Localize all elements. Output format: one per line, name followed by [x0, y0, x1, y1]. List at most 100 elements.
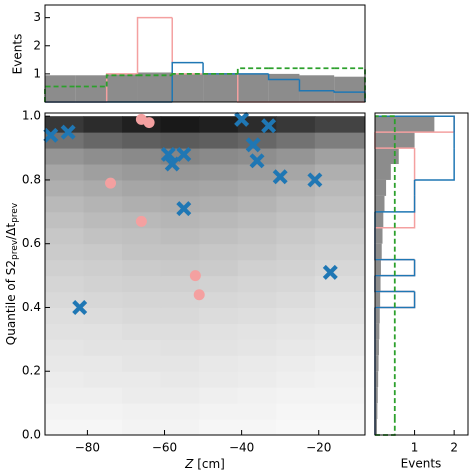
- heatmap-cell: [237, 164, 277, 181]
- hist-bar: [375, 419, 377, 435]
- hist-bar: [375, 403, 378, 420]
- heatmap-cell: [237, 243, 277, 261]
- heatmap-cell: [276, 291, 316, 308]
- heatmap-cell: [276, 259, 316, 277]
- heatmap-cell: [199, 132, 239, 149]
- hist-step: [375, 115, 455, 133]
- point: [105, 177, 117, 189]
- heatmap-cell: [122, 323, 162, 340]
- hist-bar: [375, 387, 378, 404]
- hist-step: [171, 61, 204, 102]
- heatmap-cell: [45, 259, 85, 277]
- heatmap-cell: [276, 132, 316, 149]
- heatmap-cell: [122, 164, 162, 181]
- heatmap-cell: [45, 211, 85, 229]
- heatmap-cell: [160, 243, 200, 261]
- point: [60, 124, 76, 140]
- point: [176, 146, 192, 162]
- point: [164, 156, 180, 172]
- heatmap-cell: [314, 148, 366, 165]
- point: [307, 172, 323, 188]
- point: [261, 118, 277, 134]
- heatmap-cell: [237, 355, 277, 372]
- heatmap-cell: [237, 179, 277, 197]
- hist-bar: [375, 259, 381, 276]
- heatmap-cell: [160, 179, 200, 197]
- heatmap-cell: [199, 387, 239, 404]
- heatmap-cell: [45, 164, 85, 181]
- heatmap-cell: [122, 243, 162, 261]
- hist-step: [375, 211, 416, 229]
- hist-step: [267, 73, 300, 81]
- hist-bar: [375, 355, 379, 372]
- heatmap-cell: [199, 148, 239, 165]
- point: [143, 117, 155, 129]
- heatmap-cell: [276, 116, 316, 133]
- heatmap-cell: [122, 148, 162, 165]
- heatmap-cell: [276, 323, 316, 340]
- heatmap-cell: [160, 307, 200, 324]
- heatmap-cell: [199, 195, 239, 213]
- hist-bar: [299, 75, 335, 102]
- top-y-label: Events: [11, 34, 25, 75]
- hist-bar: [203, 73, 238, 102]
- point: [160, 146, 176, 162]
- hist-bar: [375, 323, 380, 340]
- heatmap-cell: [122, 291, 162, 308]
- heatmap-cell: [276, 275, 316, 293]
- hist-bar: [75, 75, 107, 102]
- hist-step: [414, 164, 455, 181]
- hist-step: [136, 16, 173, 74]
- heatmap-cell: [314, 164, 366, 181]
- hist-bar: [375, 227, 383, 244]
- heatmap-cell: [122, 195, 162, 213]
- hist-step: [171, 72, 204, 76]
- heatmap-cell: [160, 419, 200, 436]
- point: [249, 153, 265, 169]
- heatmap-cell: [83, 148, 123, 165]
- heatmap-cell: [314, 291, 366, 308]
- heatmap-cell: [122, 403, 162, 420]
- axes-frame: [374, 112, 469, 436]
- hist-step: [334, 67, 366, 102]
- heatmap-cell: [45, 275, 85, 293]
- hist-bar: [375, 275, 381, 292]
- hist-bar: [375, 195, 385, 212]
- heatmap-cell: [314, 211, 366, 229]
- point: [245, 137, 261, 153]
- heatmap-cell: [83, 179, 123, 197]
- heatmap-cell: [276, 227, 316, 245]
- y-tick-label: 0.4: [22, 300, 41, 314]
- heatmap-cell: [237, 419, 277, 436]
- hist-bar: [375, 339, 379, 356]
- heatmap-cell: [122, 227, 162, 245]
- hist-bar: [375, 148, 399, 165]
- heatmap-cell: [314, 355, 366, 372]
- heatmap-cell: [83, 211, 123, 229]
- point: [72, 299, 88, 315]
- heatmap-cell: [122, 179, 162, 197]
- heatmap-cell: [237, 195, 277, 213]
- x-tick-label: 1: [411, 441, 419, 455]
- y-label-part: /Δt: [4, 223, 18, 240]
- heatmap-cell: [83, 371, 123, 388]
- y-label-part: prev: [10, 239, 20, 260]
- hist-step: [44, 85, 76, 102]
- heatmap-cell: [199, 259, 239, 277]
- heatmap-cell: [122, 307, 162, 324]
- hist-step: [105, 73, 138, 102]
- heatmap-cell: [160, 164, 200, 181]
- y-tick-label: 0.2: [22, 364, 41, 378]
- heatmap-cell: [45, 371, 85, 388]
- hist-bar: [237, 73, 269, 102]
- y-tick-label: 1: [33, 66, 41, 80]
- heatmap-cell: [314, 243, 366, 261]
- hist-bar: [106, 73, 138, 102]
- heatmap-cell: [199, 419, 239, 436]
- heatmap-cell: [237, 211, 277, 229]
- hist-bar: [172, 73, 204, 102]
- heatmap-cell: [237, 148, 277, 165]
- heatmap-cell: [45, 227, 85, 245]
- heatmap-cell: [237, 323, 277, 340]
- point: [189, 270, 201, 282]
